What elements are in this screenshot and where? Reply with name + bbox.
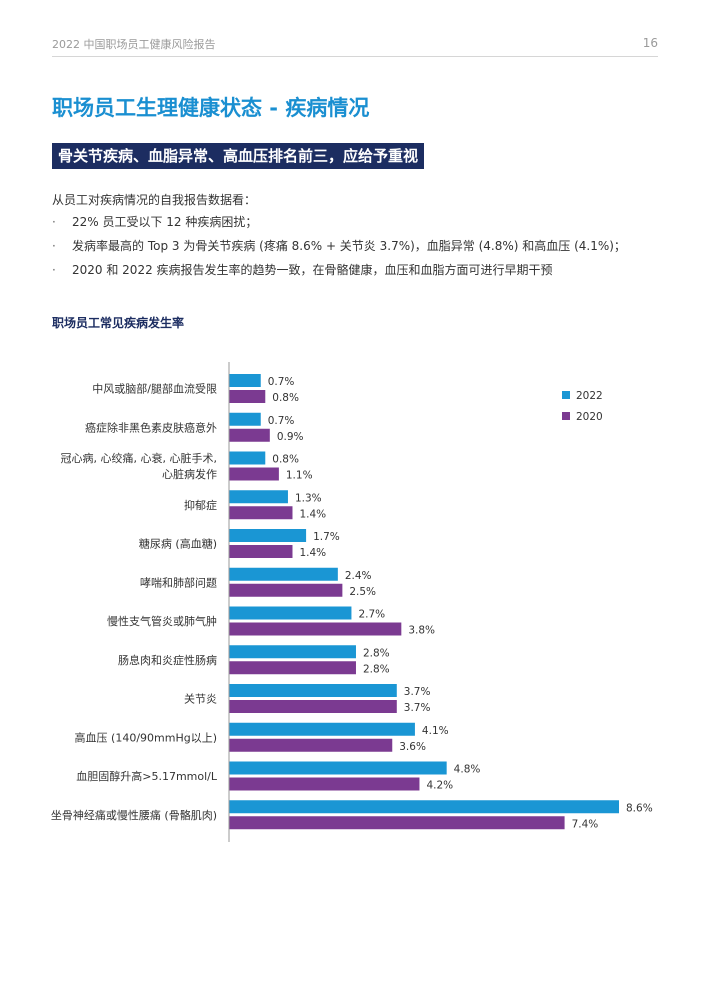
category-label: 哮喘和肺部问题 bbox=[140, 575, 217, 589]
bar-2020 bbox=[229, 700, 397, 713]
bar-2022 bbox=[229, 567, 338, 581]
bar-2020 bbox=[229, 738, 393, 752]
category-label: 高血压 (140/90mmHg以上) bbox=[75, 730, 217, 744]
section-subtitle: 骨关节疾病、血脂异常、高血压排名前三，应给予重视 bbox=[52, 143, 425, 169]
value-label: 4.8% bbox=[454, 764, 481, 776]
value-label: 3.8% bbox=[408, 625, 435, 637]
value-label: 0.7% bbox=[268, 415, 295, 427]
bar-2022 bbox=[229, 684, 397, 697]
value-label: 2.8% bbox=[363, 647, 390, 659]
value-label: 0.9% bbox=[277, 431, 304, 443]
category-label: 关节炎 bbox=[184, 692, 217, 706]
key-findings-list: · 22% 员工受以下 12 种疾病困扰； · 发病率最高的 Top 3 为骨关节疾… bbox=[52, 210, 672, 282]
bar-2022 bbox=[229, 645, 356, 659]
bar-2022 bbox=[229, 761, 447, 775]
bar-2020 bbox=[229, 545, 293, 558]
bar-2020 bbox=[229, 622, 402, 636]
value-label: 2.5% bbox=[349, 586, 376, 598]
value-label: 2.7% bbox=[358, 609, 385, 621]
value-label: 0.8% bbox=[272, 454, 299, 466]
category-label: 血胆固醇升高>5.17mmol/L bbox=[76, 769, 218, 783]
bar-2022 bbox=[229, 451, 266, 465]
bullet-marker: · bbox=[52, 239, 56, 253]
value-label: 4.1% bbox=[422, 725, 449, 737]
chart-title: 职场员工常见疾病发生率 bbox=[52, 316, 185, 330]
bar-2022 bbox=[229, 412, 261, 426]
page-title: 职场员工生理健康状态 - 疾病情况 bbox=[52, 96, 370, 120]
legend-label: 2020 bbox=[576, 411, 603, 423]
bar-2020 bbox=[229, 661, 356, 675]
bar-2020 bbox=[229, 467, 279, 481]
bar-2022 bbox=[229, 529, 307, 542]
value-label: 3.6% bbox=[399, 741, 426, 753]
category-label: 抑郁症 bbox=[184, 498, 217, 512]
value-label: 7.4% bbox=[572, 818, 599, 830]
finding-text: 发病率最高的 Top 3 为骨关节疾病 (疼痛 8.6% + 关节炎 3.7%)… bbox=[72, 239, 626, 253]
category-label: 坐骨神经痛或慢性腰痛 (骨骼肌肉) bbox=[51, 808, 217, 822]
value-label: 0.7% bbox=[268, 376, 295, 388]
bar-2020 bbox=[229, 583, 343, 597]
finding-item: · 22% 员工受以下 12 种疾病困扰； bbox=[52, 210, 672, 234]
finding-item: · 2020 和 2022 疾病报告发生率的趋势一致，在骨骼健康，血压和血脂方面可… bbox=[52, 258, 672, 282]
header-divider bbox=[52, 56, 658, 57]
report-header-title: 2022 中国职场员工健康风险报告 bbox=[52, 38, 216, 51]
value-label: 4.2% bbox=[426, 780, 453, 792]
value-label: 1.4% bbox=[299, 508, 326, 520]
page-number: 16 bbox=[642, 36, 658, 50]
value-label: 8.6% bbox=[626, 802, 653, 814]
bar-2022 bbox=[229, 490, 288, 504]
finding-text: 22% 员工受以下 12 种疾病困扰； bbox=[72, 215, 258, 229]
bullet-marker: · bbox=[52, 263, 56, 277]
legend-swatch-2020 bbox=[562, 412, 570, 420]
value-label: 1.3% bbox=[295, 492, 322, 504]
legend-swatch-2022 bbox=[562, 391, 570, 399]
legend-label: 2022 bbox=[576, 390, 603, 402]
bar-2022 bbox=[229, 800, 619, 814]
category-label: 糖尿病 (高血糖) bbox=[139, 537, 217, 551]
category-label: 冠心病, 心绞痛, 心衰, 心脏手术, bbox=[61, 451, 217, 465]
value-label: 1.1% bbox=[286, 470, 313, 482]
value-label: 3.7% bbox=[404, 686, 431, 698]
category-label: 中风或脑部/腿部血流受限 bbox=[92, 382, 217, 396]
bar-2020 bbox=[229, 390, 266, 403]
bullet-marker: · bbox=[52, 215, 56, 229]
value-label: 0.8% bbox=[272, 392, 299, 404]
bar-2020 bbox=[229, 506, 293, 520]
bar-2020 bbox=[229, 428, 270, 442]
category-label: 心脏病发作 bbox=[162, 467, 217, 481]
intro-text: 从员工对疾病情况的自我报告数据看： bbox=[52, 193, 257, 207]
value-label: 2.4% bbox=[345, 570, 372, 582]
value-label: 1.7% bbox=[313, 531, 340, 543]
bar-2020 bbox=[229, 777, 420, 791]
category-label: 慢性支气管炎或肺气肿 bbox=[107, 614, 217, 628]
bar-2022 bbox=[229, 606, 352, 620]
value-label: 1.4% bbox=[299, 547, 326, 559]
finding-item: · 发病率最高的 Top 3 为骨关节疾病 (疼痛 8.6% + 关节炎 3.7%… bbox=[52, 234, 672, 258]
category-label: 肠息肉和炎症性肠病 bbox=[118, 653, 217, 667]
value-label: 2.8% bbox=[363, 663, 390, 675]
value-label: 3.7% bbox=[404, 702, 431, 714]
finding-text: 2020 和 2022 疾病报告发生率的趋势一致，在骨骼健康，血压和血脂方面可进… bbox=[72, 263, 553, 277]
category-label: 癌症除非黑色素皮肤癌意外 bbox=[85, 420, 217, 434]
bar-2022 bbox=[229, 374, 261, 387]
bar-2022 bbox=[229, 722, 415, 736]
bar-2020 bbox=[229, 816, 565, 830]
